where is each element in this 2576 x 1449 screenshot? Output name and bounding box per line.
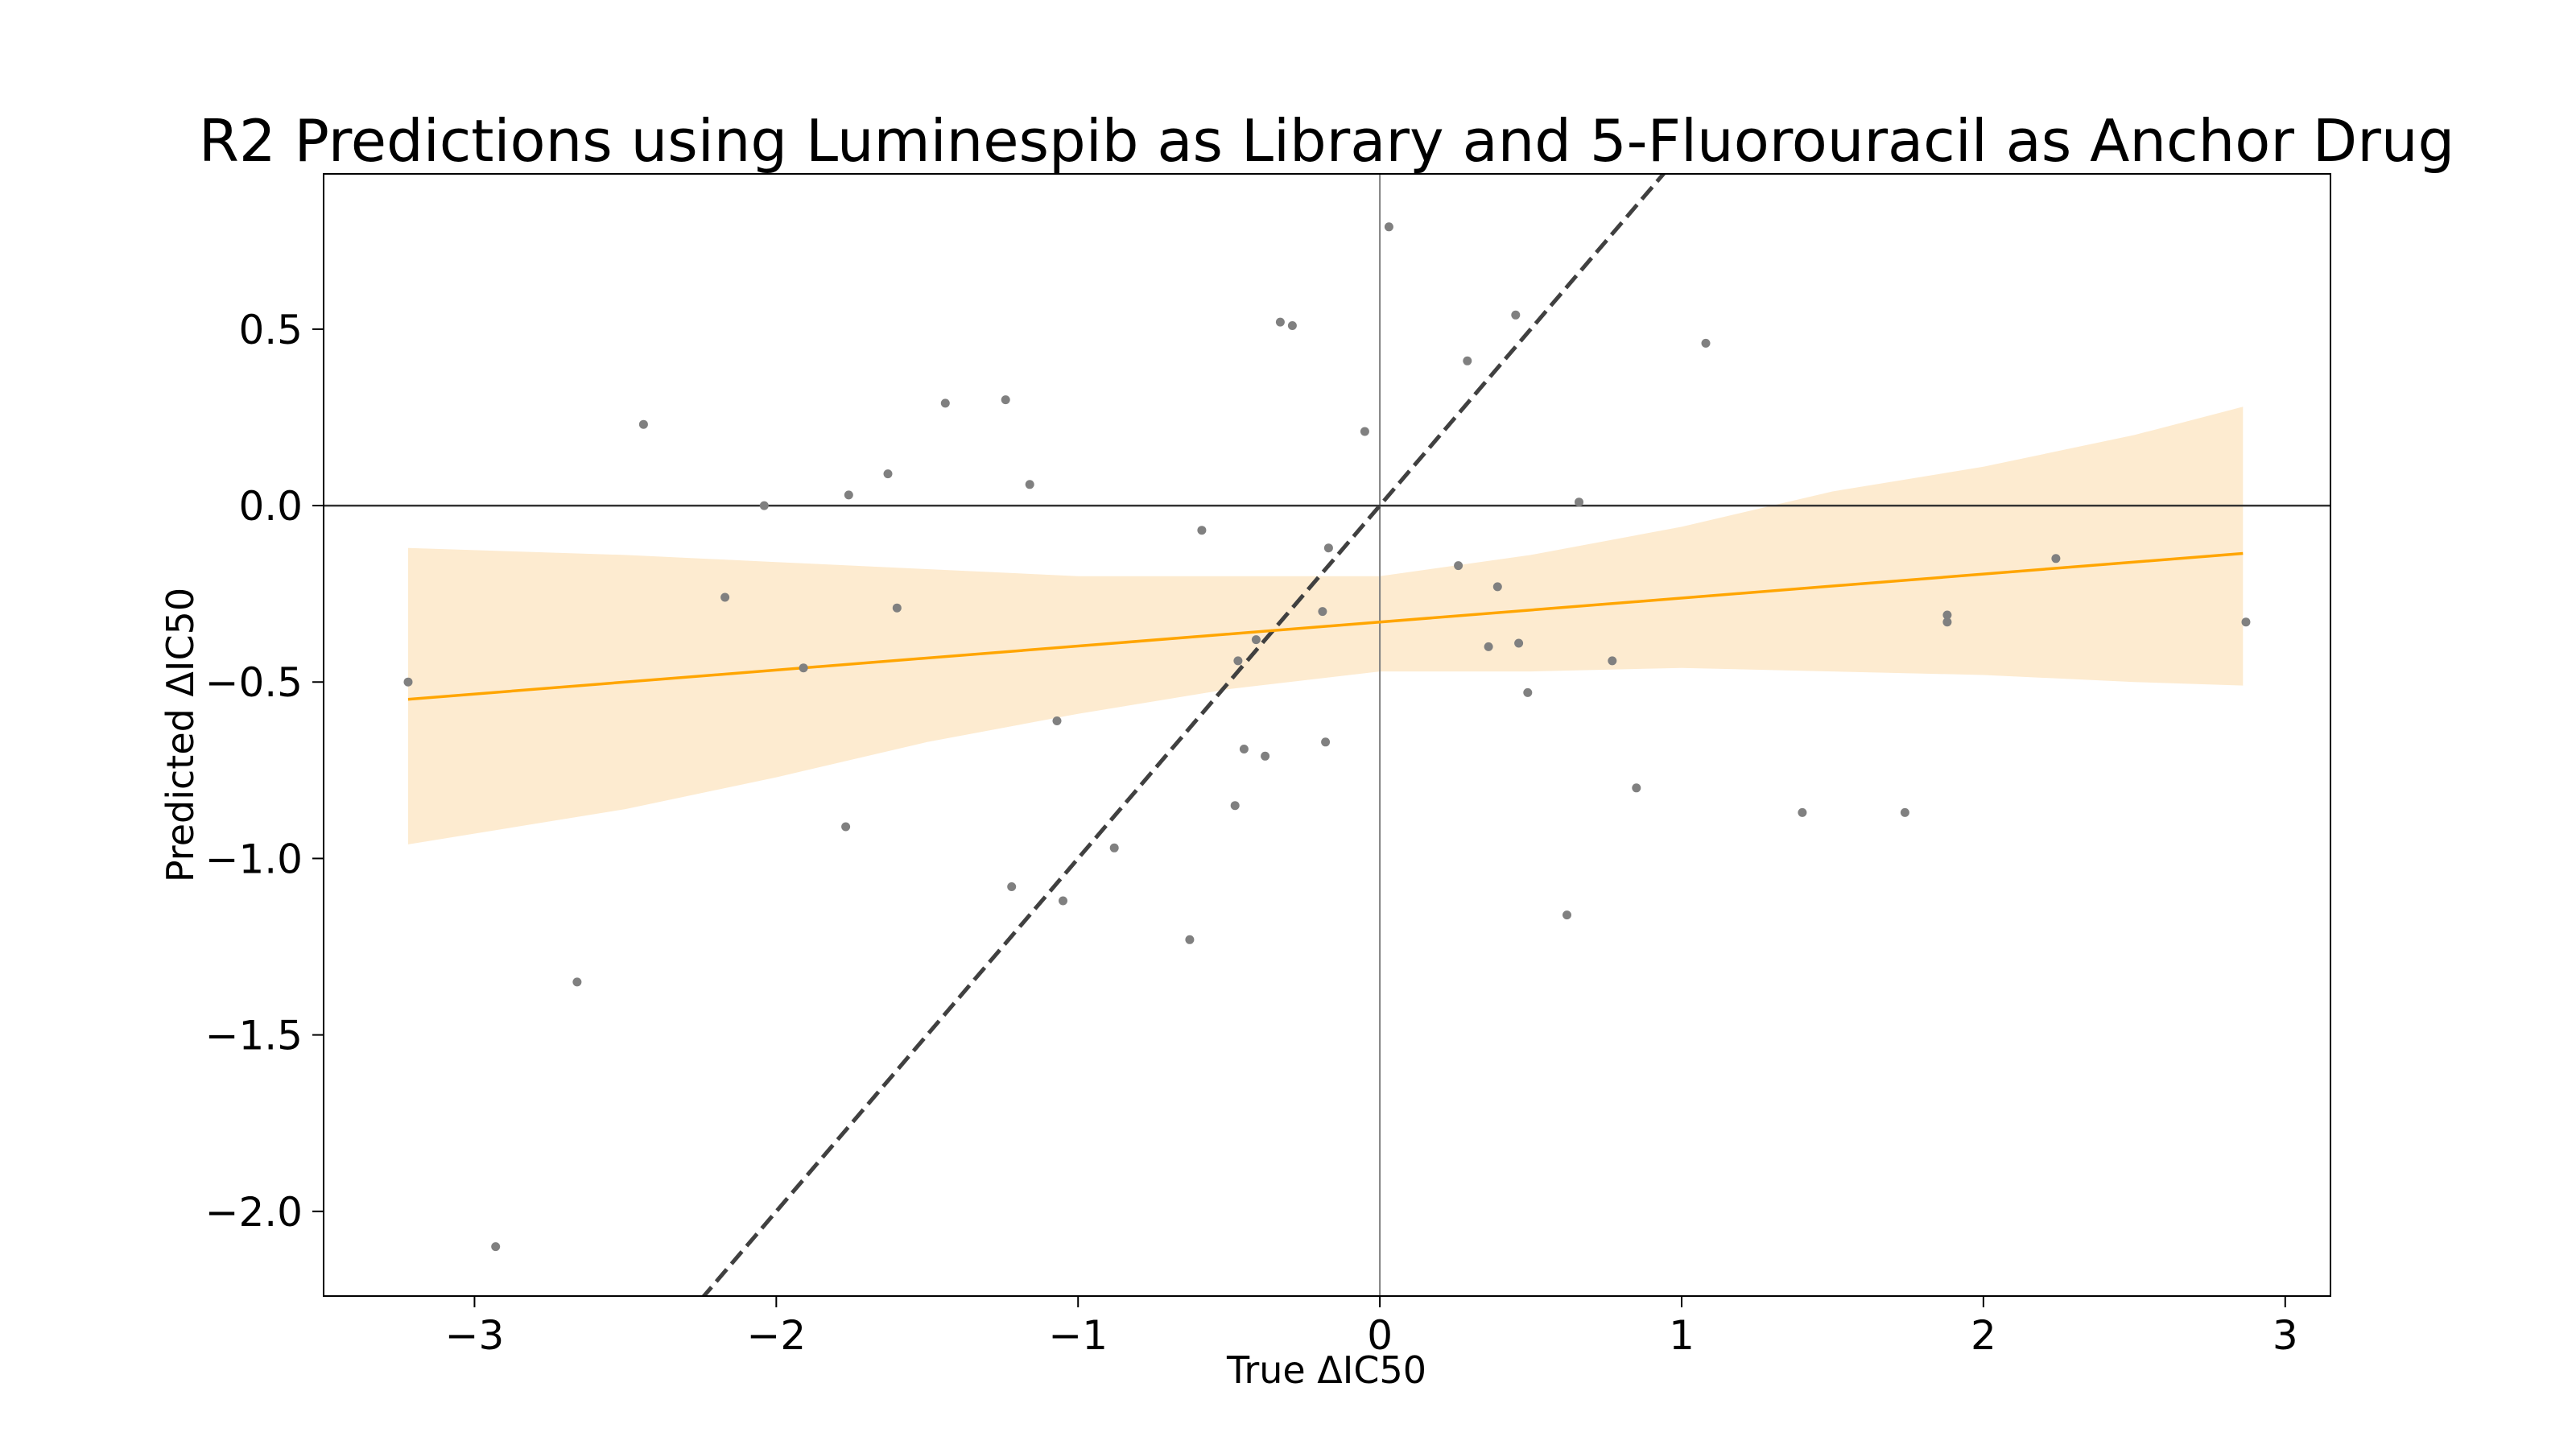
data-point bbox=[1007, 882, 1017, 891]
data-point bbox=[1001, 395, 1010, 405]
data-point bbox=[1701, 338, 1711, 348]
y-tick-label: −0.5 bbox=[205, 659, 303, 706]
data-point bbox=[1239, 745, 1249, 753]
data-point bbox=[1454, 561, 1463, 571]
x-tick-label: −2 bbox=[746, 1312, 806, 1359]
data-point bbox=[1025, 480, 1034, 489]
x-tick-label: 0 bbox=[1367, 1312, 1393, 1359]
data-point bbox=[1109, 843, 1119, 852]
data-point bbox=[1575, 497, 1583, 507]
data-point bbox=[1323, 543, 1333, 553]
data-point bbox=[1523, 687, 1533, 697]
plot-frame bbox=[323, 173, 2331, 1297]
data-point bbox=[1318, 607, 1327, 617]
data-point bbox=[1900, 807, 1909, 817]
data-point bbox=[1798, 807, 1807, 817]
data-point bbox=[638, 419, 648, 429]
data-point bbox=[1230, 801, 1240, 811]
data-point bbox=[1563, 910, 1571, 920]
x-tick-label: −3 bbox=[445, 1312, 505, 1359]
data-point bbox=[1197, 526, 1207, 535]
x-tick-label: 1 bbox=[1669, 1312, 1695, 1359]
data-point bbox=[1511, 310, 1521, 320]
y-tick-label: −1.5 bbox=[205, 1013, 303, 1059]
y-tick-label: −1.0 bbox=[205, 836, 303, 882]
data-point bbox=[1463, 356, 1472, 365]
x-axis-label: True ΔIC50 bbox=[1226, 1348, 1426, 1392]
data-point bbox=[1514, 638, 1524, 648]
data-point bbox=[892, 603, 902, 613]
data-point bbox=[1632, 783, 1641, 793]
plot-area bbox=[324, 174, 2330, 1296]
data-point bbox=[883, 469, 893, 479]
data-point bbox=[1942, 610, 1952, 620]
data-point bbox=[799, 663, 808, 673]
data-point bbox=[1251, 635, 1261, 645]
data-point bbox=[1492, 582, 1502, 592]
data-point bbox=[403, 677, 413, 687]
data-point bbox=[1360, 427, 1369, 436]
data-point bbox=[1275, 317, 1285, 327]
y-axis: 0.5 0.0 −0.5 −1.0 −1.5 −2.0 bbox=[205, 307, 324, 1236]
y-tick-label: 0.5 bbox=[238, 307, 303, 353]
y-tick-label: 0.0 bbox=[238, 483, 303, 530]
data-point bbox=[940, 398, 950, 408]
data-point bbox=[1321, 737, 1331, 747]
data-point bbox=[1484, 642, 1493, 651]
data-point bbox=[1261, 751, 1270, 761]
regression-line bbox=[407, 551, 2244, 701]
data-point bbox=[844, 490, 853, 500]
y-tick-label: −2.0 bbox=[205, 1189, 303, 1236]
data-point bbox=[759, 501, 769, 510]
data-point bbox=[1384, 222, 1393, 232]
data-point bbox=[1608, 656, 1617, 666]
x-tick-label: −1 bbox=[1048, 1312, 1108, 1359]
data-point bbox=[1059, 896, 1067, 906]
data-point bbox=[720, 592, 730, 602]
data-point bbox=[1052, 716, 1062, 725]
data-point bbox=[1233, 656, 1243, 666]
data-point bbox=[841, 822, 851, 832]
data-point bbox=[1287, 321, 1297, 330]
x-tick-label: 3 bbox=[2273, 1312, 2298, 1359]
chart-title: R2 Predictions using Luminespib as Libra… bbox=[199, 107, 2454, 175]
data-point bbox=[491, 1242, 501, 1252]
identity-line bbox=[701, 174, 1666, 1296]
data-point bbox=[1942, 617, 1952, 627]
x-axis: −3 −2 −1 0 1 2 3 bbox=[445, 1296, 2298, 1359]
data-point bbox=[572, 977, 582, 987]
x-tick-label: 2 bbox=[1971, 1312, 1996, 1359]
y-axis-label: Predicted ΔIC50 bbox=[159, 588, 202, 882]
data-point bbox=[1185, 935, 1195, 944]
data-point bbox=[2051, 554, 2061, 564]
data-point bbox=[2241, 617, 2251, 627]
